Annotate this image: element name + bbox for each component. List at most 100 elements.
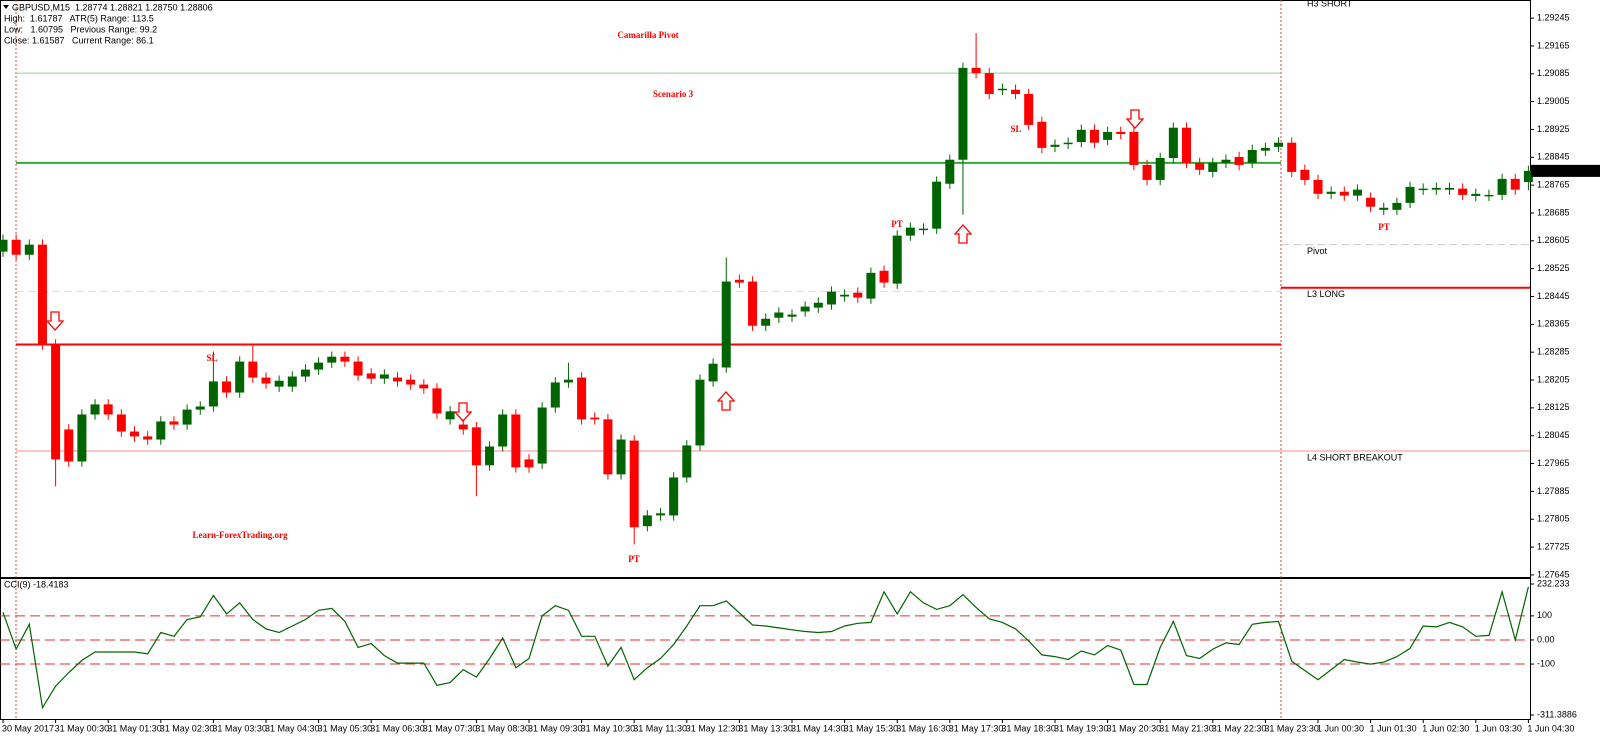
candle-body	[143, 436, 153, 440]
indicator-label: CCI(9) -18.4183	[4, 579, 69, 589]
candle-body	[130, 431, 139, 437]
x-tick-label: 31 May 22:30	[1212, 723, 1267, 733]
cci-line	[2, 586, 1529, 710]
candle-body	[1089, 129, 1099, 143]
candle-body	[866, 272, 876, 299]
candle-body	[156, 421, 166, 440]
y-tick-label: 1.28525	[1537, 263, 1570, 273]
level-label: L4 SHORT BREAKOUT	[1307, 452, 1403, 462]
x-tick-label: 31 May 13:30	[738, 723, 793, 733]
candle-body	[761, 318, 771, 326]
info-line: High: 1.61787 ATR(5) Range: 113.5	[4, 13, 154, 23]
candle-body	[892, 235, 902, 284]
candle-body	[1182, 127, 1191, 163]
candle-body	[997, 88, 1007, 91]
candle-body	[1037, 121, 1047, 148]
y-tick-label: 1.28925	[1537, 124, 1570, 134]
x-tick-label: 31 May 01:30	[107, 723, 162, 733]
candle-body	[1155, 157, 1165, 180]
candle-body	[1471, 193, 1481, 196]
candle-body	[905, 227, 915, 236]
candle-body	[103, 404, 113, 415]
y-tick-label: 0.00	[1537, 634, 1555, 644]
candle-body	[1352, 189, 1362, 196]
candle-body	[169, 421, 179, 425]
y-tick-label: 1.28685	[1537, 207, 1570, 217]
candle-body	[485, 446, 495, 466]
y-tick-label: 1.28205	[1537, 374, 1570, 384]
x-tick-label: 31 May 00:30	[55, 723, 110, 733]
candle-body	[1366, 197, 1376, 207]
candle-body	[208, 381, 218, 407]
candle-body	[800, 306, 810, 312]
candle-body	[116, 414, 126, 432]
candle-body	[656, 513, 665, 516]
x-tick-label: 1 Jun 04:30	[1527, 723, 1574, 733]
candle-body	[353, 361, 363, 376]
candle-body	[984, 73, 994, 94]
y-tick-label: 1.29085	[1537, 68, 1570, 78]
info-line: Low: 1.60795 Previous Range: 99.2	[4, 24, 157, 34]
candle-body	[24, 244, 34, 255]
y-tick-label: 1.29005	[1537, 96, 1570, 106]
candle-body	[813, 302, 823, 308]
candle-body	[432, 388, 442, 414]
y-tick-label: 232.233	[1537, 578, 1570, 588]
x-tick-label: 31 May 20:30	[1107, 723, 1162, 733]
x-tick-label: 31 May 17:30	[949, 723, 1004, 733]
x-tick-label: 31 May 05:30	[318, 723, 373, 733]
candle-body	[1011, 89, 1021, 94]
annotation: Camarilla Pivot	[617, 30, 678, 40]
candle-body	[77, 414, 87, 462]
candle-body	[1116, 131, 1126, 134]
candle-body	[261, 377, 271, 384]
y-tick-label: 100	[1537, 610, 1552, 620]
y-tick-label: 1.28605	[1537, 235, 1570, 245]
candle-body	[721, 281, 731, 368]
candle-body	[1103, 131, 1113, 140]
y-tick-label: -311.3886	[1537, 709, 1577, 719]
candle-body	[1458, 188, 1468, 195]
candle-body	[669, 477, 679, 516]
x-tick-label: 31 May 11:30	[633, 723, 687, 733]
candle-body	[919, 228, 928, 231]
candle-body	[1431, 187, 1441, 190]
candle-body	[235, 361, 245, 393]
candle-body	[458, 424, 468, 430]
x-tick-label: 31 May 08:30	[475, 723, 530, 733]
candle-body	[958, 67, 968, 160]
candle-body	[37, 244, 47, 345]
candle-body	[393, 377, 402, 382]
candle-body	[1129, 131, 1139, 165]
candle-body	[1247, 149, 1257, 163]
candle-body	[1208, 162, 1218, 172]
x-tick-label: 31 May 14:30	[791, 723, 846, 733]
x-tick-label: 1 Jun 02:30	[1422, 723, 1469, 733]
candle-body	[1392, 202, 1402, 210]
annotation: PT	[891, 219, 903, 229]
main-panel	[0, 0, 1531, 578]
candle-body	[945, 159, 955, 184]
x-tick-label: 31 May 07:30	[423, 723, 478, 733]
candle-body	[1076, 129, 1086, 142]
candle-body	[1168, 127, 1178, 158]
x-tick-label: 31 May 10:30	[581, 723, 636, 733]
y-tick-label: 1.28125	[1537, 402, 1570, 412]
candle-body	[340, 356, 350, 362]
price-box-label: 1.28806	[1537, 165, 1570, 175]
level-label: H3 SHORT	[1307, 0, 1353, 8]
y-tick-label: 1.28045	[1537, 430, 1570, 440]
x-tick-label: 31 May 03:30	[212, 723, 267, 733]
candle-body	[774, 312, 784, 318]
candle-body	[537, 407, 547, 464]
annotation: Scenario 3	[653, 89, 694, 99]
candle-body	[1050, 144, 1060, 147]
y-tick-label: 1.27965	[1537, 458, 1570, 468]
candle-body	[734, 279, 744, 283]
candle-body	[471, 427, 481, 466]
candle-body	[222, 381, 232, 393]
x-tick-label: 31 May 09:30	[528, 723, 583, 733]
candle-body	[511, 414, 521, 468]
candle-body	[840, 294, 850, 297]
